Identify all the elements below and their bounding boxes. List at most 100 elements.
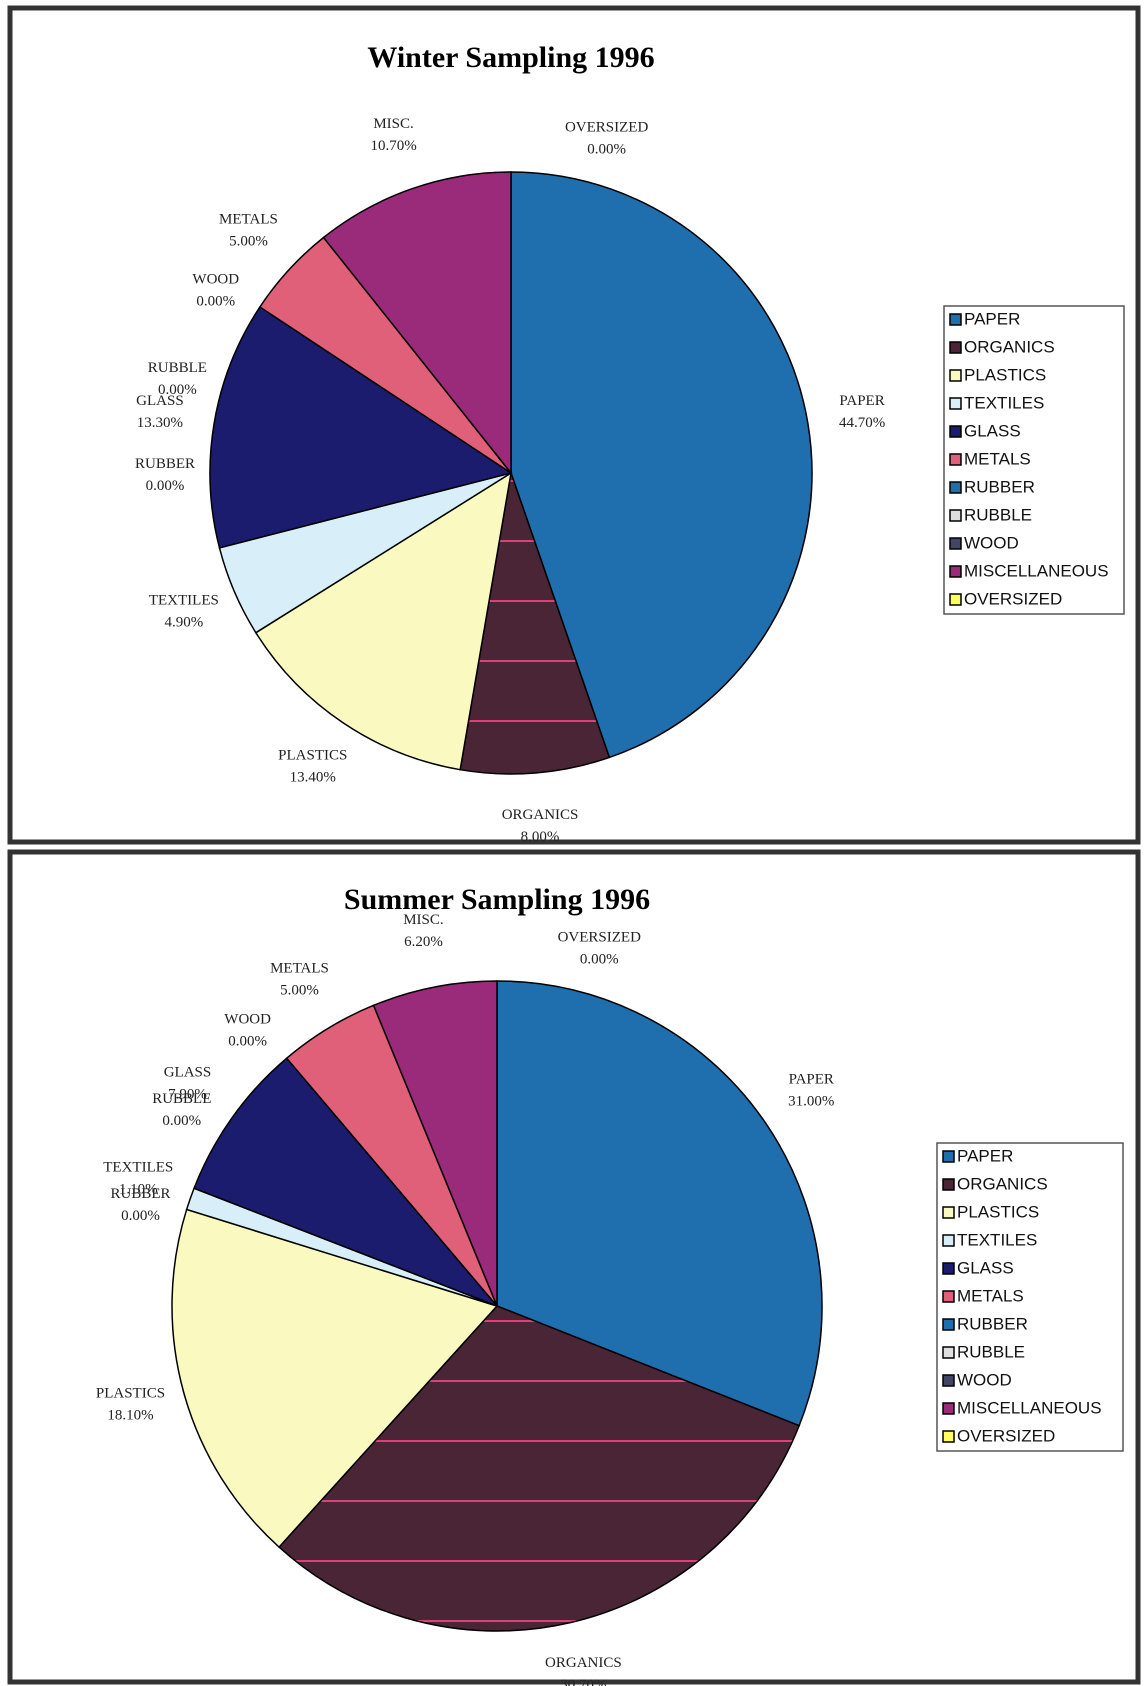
legend-label: PAPER: [964, 309, 1020, 328]
slice-label: WOOD: [192, 272, 239, 288]
legend-swatch: [942, 1290, 955, 1303]
slice-value-label: 5.00%: [229, 234, 268, 250]
legend-label: ORGANICS: [957, 1174, 1048, 1193]
pie-slice: [193, 1057, 498, 1307]
legend-swatch: [949, 565, 962, 578]
slice-label: TEXTILES: [103, 1160, 173, 1176]
slice-value-label: 10.70%: [370, 138, 416, 154]
legend-swatch: [949, 397, 962, 410]
slice-label: OVERSIZED: [565, 119, 648, 135]
legend-swatch: [942, 1150, 955, 1163]
legend-swatch: [942, 1430, 955, 1443]
legend-swatch: [942, 1318, 955, 1331]
legend-label: MISCELLANEOUS: [957, 1398, 1102, 1417]
slice-value-label: 1.10%: [119, 1182, 158, 1198]
legend-label: RUBBER: [964, 477, 1035, 496]
slice-label: ORGANICS: [545, 1655, 622, 1671]
pie-slice: [496, 980, 823, 1427]
legend-label: TEXTILES: [957, 1230, 1037, 1249]
legend-label: RUBBLE: [964, 505, 1032, 524]
slice-value-label: 8.00%: [521, 829, 560, 845]
legend-swatch: [942, 1262, 955, 1275]
pie-slice: [277, 1305, 801, 1632]
slice-label: ORGANICS: [502, 807, 579, 823]
slice-label: PLASTICS: [96, 1385, 165, 1401]
slice-label: PAPER: [789, 1071, 834, 1087]
slice-value-label: 0.00%: [162, 1113, 201, 1129]
legend-swatch: [942, 1234, 955, 1247]
slice-label: MISC.: [373, 116, 413, 132]
slice-value-label: 6.20%: [404, 934, 443, 950]
legend-label: OVERSIZED: [957, 1426, 1055, 1445]
slice-value-label: 0.00%: [121, 1208, 160, 1224]
legend-swatch: [949, 341, 962, 354]
legend-label: RUBBLE: [957, 1342, 1025, 1361]
pie-slice: [510, 171, 813, 759]
slice-value-label: 0.00%: [196, 294, 235, 310]
legend-swatch: [942, 1374, 955, 1387]
legend-swatch: [949, 369, 962, 382]
slice-label: METALS: [270, 960, 329, 976]
legend-swatch: [942, 1178, 955, 1191]
legend-label: METALS: [964, 449, 1031, 468]
legend-swatch: [949, 509, 962, 522]
slice-label: PAPER: [839, 393, 884, 409]
legend-swatch: [949, 425, 962, 438]
slice-label: METALS: [219, 212, 278, 228]
slice-value-label: 4.90%: [164, 614, 203, 630]
chart-title: Summer Sampling 1996: [344, 883, 650, 916]
legend-swatch: [949, 593, 962, 606]
slice-value-label: 13.40%: [290, 770, 336, 786]
slice-value-label: 0.00%: [228, 1034, 267, 1050]
legend-label: WOOD: [964, 533, 1019, 552]
legend-swatch: [949, 313, 962, 326]
pie-slice: [459, 472, 611, 775]
slice-label: MISC.: [403, 912, 443, 928]
slice-value-label: 44.70%: [839, 415, 885, 431]
legend-box: [936, 1142, 1124, 1452]
slice-value-label: 7.90%: [168, 1087, 207, 1103]
legend-label: PAPER: [957, 1146, 1013, 1165]
legend-label: WOOD: [957, 1370, 1012, 1389]
slice-label: GLASS: [136, 393, 184, 409]
slice-label: TEXTILES: [149, 592, 219, 608]
pie-slice: [171, 1208, 499, 1549]
slice-label: RUBBLE: [148, 360, 207, 376]
legend-label: RUBBER: [957, 1314, 1028, 1333]
legend-box: [943, 305, 1125, 615]
legend-swatch: [942, 1402, 955, 1415]
legend-label: MISCELLANEOUS: [964, 561, 1109, 580]
slice-value-label: 30.70%: [560, 1677, 606, 1686]
slice-label: RUBBLE: [152, 1091, 211, 1107]
legend-label: OVERSIZED: [964, 589, 1062, 608]
slice-value-label: 18.10%: [107, 1407, 153, 1423]
legend-label: PLASTICS: [964, 365, 1046, 384]
legend-label: GLASS: [957, 1258, 1014, 1277]
legend-label: PLASTICS: [957, 1202, 1039, 1221]
legend-swatch: [949, 481, 962, 494]
slice-label: OVERSIZED: [558, 929, 641, 945]
slice-label: PLASTICS: [278, 748, 347, 764]
pie-slice: [322, 171, 512, 476]
legend-label: TEXTILES: [964, 393, 1044, 412]
legend-swatch: [942, 1206, 955, 1219]
slice-value-label: 5.00%: [280, 982, 319, 998]
legend-swatch: [949, 453, 962, 466]
slice-label: RUBBER: [111, 1186, 171, 1202]
slice-value-label: 0.00%: [580, 951, 619, 967]
slice-value-label: 0.00%: [158, 382, 197, 398]
pie-slice: [209, 305, 513, 549]
slice-value-label: 31.00%: [788, 1093, 834, 1109]
slice-value-label: 0.00%: [587, 141, 626, 157]
legend-swatch: [942, 1346, 955, 1359]
legend-swatch: [949, 537, 962, 550]
pie-slice: [254, 471, 513, 771]
chart-title: Winter Sampling 1996: [367, 41, 654, 74]
legend-label: METALS: [957, 1286, 1024, 1305]
legend-label: ORGANICS: [964, 337, 1055, 356]
slice-label: WOOD: [224, 1012, 271, 1028]
pie-slice: [372, 980, 498, 1307]
slice-value-label: 0.00%: [146, 478, 185, 494]
slice-label: GLASS: [164, 1065, 212, 1081]
